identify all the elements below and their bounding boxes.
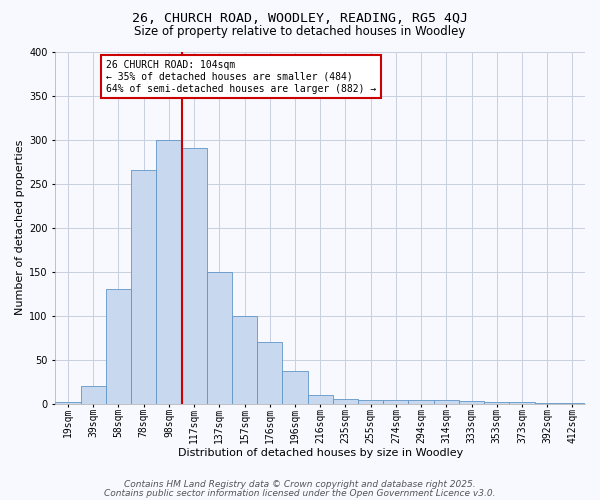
Bar [283,372,308,404]
Y-axis label: Number of detached properties: Number of detached properties [15,140,25,316]
Bar [207,272,232,404]
Bar [182,148,207,404]
Bar [333,398,358,404]
Bar [157,140,182,404]
X-axis label: Distribution of detached houses by size in Woodley: Distribution of detached houses by size … [178,448,463,458]
Bar [383,400,409,404]
Text: Contains public sector information licensed under the Open Government Licence v3: Contains public sector information licen… [104,488,496,498]
Bar [409,400,434,404]
Bar [308,395,333,404]
Bar [257,342,283,404]
Text: 26 CHURCH ROAD: 104sqm
← 35% of detached houses are smaller (484)
64% of semi-de: 26 CHURCH ROAD: 104sqm ← 35% of detached… [106,60,376,94]
Bar [232,316,257,404]
Text: Contains HM Land Registry data © Crown copyright and database right 2025.: Contains HM Land Registry data © Crown c… [124,480,476,489]
Bar [509,402,535,404]
Bar [55,402,80,404]
Text: Size of property relative to detached houses in Woodley: Size of property relative to detached ho… [134,25,466,38]
Bar [459,402,484,404]
Bar [484,402,509,404]
Bar [535,403,560,404]
Bar [434,400,459,404]
Bar [80,386,106,404]
Bar [358,400,383,404]
Bar [106,290,131,404]
Bar [560,403,585,404]
Bar [131,170,157,404]
Text: 26, CHURCH ROAD, WOODLEY, READING, RG5 4QJ: 26, CHURCH ROAD, WOODLEY, READING, RG5 4… [132,12,468,26]
